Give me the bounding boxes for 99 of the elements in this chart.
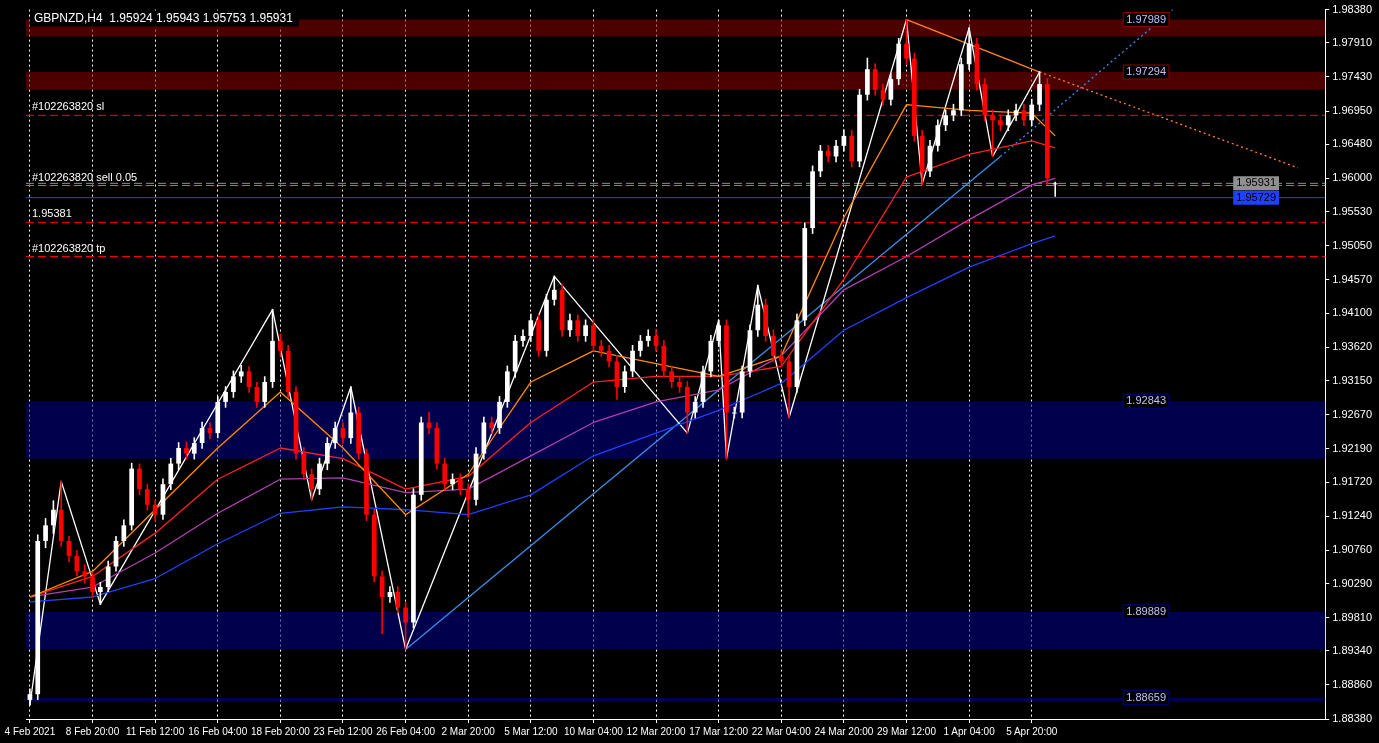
candlestick xyxy=(551,275,557,306)
y-tick-label: 1.91240 xyxy=(1332,509,1372,522)
ref-line-label: #102263820 tp xyxy=(32,241,106,254)
candlestick xyxy=(825,145,831,163)
candlestick xyxy=(692,396,698,419)
candlestick xyxy=(231,370,236,398)
candlestick xyxy=(1052,181,1058,197)
candlestick xyxy=(223,386,228,408)
candlestick xyxy=(121,519,127,547)
candlestick xyxy=(622,365,628,393)
x-tick-label: 16 Feb 04:00 xyxy=(188,725,248,737)
y-tick-label: 1.92190 xyxy=(1332,441,1372,454)
y-tick-label: 1.95050 xyxy=(1332,238,1372,251)
y-tick-label: 1.96480 xyxy=(1332,137,1372,150)
y-tick-label: 1.89810 xyxy=(1332,610,1372,623)
candlestick xyxy=(105,560,111,593)
x-tick-label: 17 Mar 12:00 xyxy=(689,725,749,737)
y-tick-label: 1.96000 xyxy=(1332,171,1372,184)
candlestick xyxy=(137,463,142,495)
ref-line-label: #102263820 sl xyxy=(32,100,105,113)
y-tick-label: 1.89340 xyxy=(1332,643,1372,656)
y-tick-label: 1.92670 xyxy=(1332,407,1372,420)
candlestick xyxy=(598,340,604,357)
chart-title: GBPNZD,H4 1.95924 1.95943 1.95753 1.95931 xyxy=(34,10,294,25)
x-tick-label: 22 Mar 04:00 xyxy=(751,725,812,737)
x-tick-label: 10 Mar 04:00 xyxy=(563,725,624,737)
band-label: 1.89889 xyxy=(1126,604,1166,617)
candlestick xyxy=(168,457,174,490)
candlestick xyxy=(458,473,463,495)
x-tick-label: 12 Mar 20:00 xyxy=(626,725,686,737)
band-label: 1.97989 xyxy=(1126,12,1166,25)
candlestick xyxy=(465,483,471,518)
candlestick xyxy=(238,364,244,383)
x-tick-label: 8 Feb 20:00 xyxy=(65,725,120,737)
x-tick-label: 1 Apr 04:00 xyxy=(943,725,996,737)
candlestick xyxy=(771,329,776,363)
candlestick xyxy=(591,319,596,352)
candlestick xyxy=(144,484,150,511)
candlestick xyxy=(98,581,103,605)
band-label: 1.97294 xyxy=(1126,65,1166,78)
candlestick xyxy=(90,571,95,598)
candlestick xyxy=(191,437,197,460)
candlestick xyxy=(1005,109,1011,131)
candlestick xyxy=(324,437,330,471)
candlestick xyxy=(943,109,948,131)
candlestick xyxy=(583,319,588,342)
candlestick xyxy=(778,350,784,368)
x-tick-label: 24 Mar 20:00 xyxy=(814,725,874,737)
y-tick-label: 1.93150 xyxy=(1332,373,1372,386)
y-tick-label: 1.94100 xyxy=(1332,306,1372,319)
band-label: 1.92843 xyxy=(1126,394,1166,407)
y-tick-label: 1.88380 xyxy=(1332,712,1372,725)
y-tick-label: 1.95530 xyxy=(1332,204,1372,217)
x-tick-label: 5 Mar 12:00 xyxy=(504,725,558,737)
y-tick-label: 1.90290 xyxy=(1332,576,1372,589)
candlestick xyxy=(716,319,722,347)
y-tick-label: 1.96950 xyxy=(1332,104,1372,117)
y-tick-label: 1.88860 xyxy=(1332,677,1372,690)
y-tick-label: 1.97910 xyxy=(1332,35,1372,48)
candlestick xyxy=(669,365,675,388)
y-tick-label: 1.90760 xyxy=(1332,543,1372,556)
candlestick xyxy=(630,345,635,378)
candlestick xyxy=(403,601,408,651)
candlestick xyxy=(51,500,56,534)
band-label: 1.88659 xyxy=(1126,690,1166,703)
candlestick xyxy=(395,586,401,614)
candlestick xyxy=(872,63,878,96)
candlestick xyxy=(818,145,823,178)
x-tick-label: 29 Mar 12:00 xyxy=(877,725,937,737)
candlestick xyxy=(176,442,181,471)
x-tick-label: 2 Mar 20:00 xyxy=(441,725,496,737)
candlestick xyxy=(645,329,651,347)
candlestick xyxy=(528,313,534,342)
x-tick-label: 26 Feb 04:00 xyxy=(376,725,436,737)
ref-line-label: #102263820 sell 0.05 xyxy=(32,170,138,183)
candlestick xyxy=(262,376,268,408)
candlestick xyxy=(638,335,643,357)
y-tick-label: 1.91720 xyxy=(1332,475,1372,488)
candlestick xyxy=(309,468,315,501)
candlestick xyxy=(82,564,88,584)
y-tick-label: 1.97430 xyxy=(1332,70,1372,83)
x-tick-label: 4 Feb 2021 xyxy=(4,725,56,737)
candlestick xyxy=(43,518,48,549)
ref-line-label: 1.95729 xyxy=(1236,190,1276,203)
candlestick xyxy=(278,333,283,357)
x-tick-label: 11 Feb 12:00 xyxy=(126,725,185,737)
candlestick xyxy=(332,421,338,449)
candlestick xyxy=(904,18,909,66)
ref-line-label: 1.95931 xyxy=(1236,176,1276,189)
candlestick xyxy=(442,457,448,490)
ref-line-label: 1.95381 xyxy=(32,207,72,220)
y-tick-label: 1.98380 xyxy=(1332,2,1372,15)
candlestick xyxy=(575,314,581,342)
candlestick xyxy=(935,119,941,152)
y-tick-label: 1.94570 xyxy=(1332,272,1372,285)
x-tick-label: 18 Feb 20:00 xyxy=(250,725,311,737)
x-tick-label: 23 Feb 12:00 xyxy=(313,725,373,737)
y-tick-label: 1.93620 xyxy=(1332,340,1372,353)
x-tick-label: 5 Apr 20:00 xyxy=(1006,725,1058,737)
